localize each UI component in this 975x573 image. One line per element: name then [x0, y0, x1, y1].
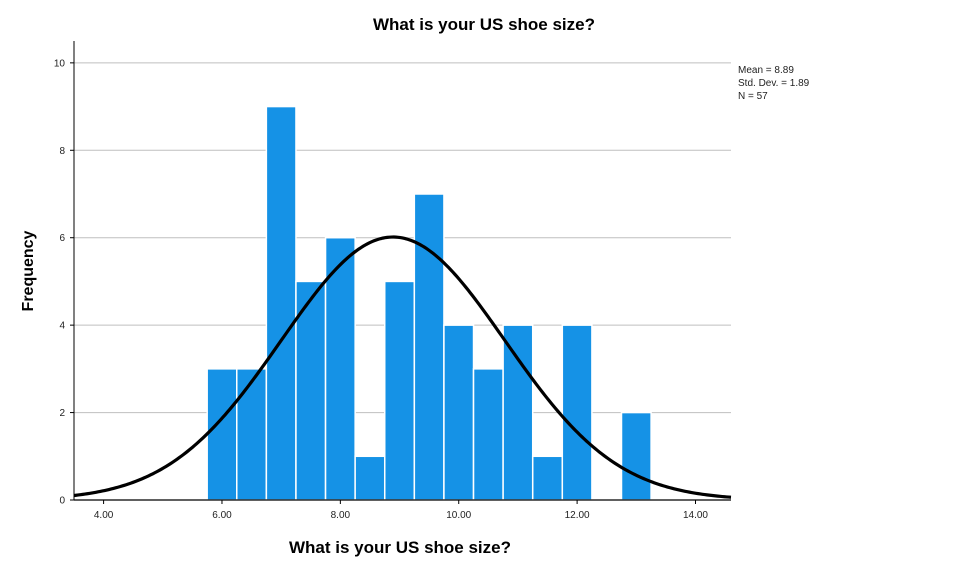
axes [73, 41, 731, 501]
y-tick-labels: 0 2 4 6 8 10 [54, 58, 74, 507]
y-tick-label: 0 [59, 496, 65, 507]
histogram-bar [324, 236, 356, 501]
histogram-bar [561, 324, 593, 501]
x-tick-labels: 4.00 6.00 8.00 10.00 12.00 14.00 [94, 500, 708, 521]
histogram-bar [265, 105, 297, 501]
histogram-bar [354, 455, 386, 501]
y-tick-label: 2 [59, 408, 65, 419]
histogram-bar [206, 368, 238, 501]
bars [206, 105, 652, 501]
y-tick-label: 10 [54, 58, 66, 69]
stats-std-dev: Std. Dev. = 1.89 [738, 78, 810, 89]
y-tick-label: 8 [59, 146, 65, 157]
histogram-bar [502, 324, 534, 501]
normal-curve [73, 235, 732, 499]
histogram-bar [383, 280, 416, 501]
stats-box: Mean = 8.89 Std. Dev. = 1.89 N = 57 [738, 65, 810, 102]
histogram-bar [472, 368, 504, 501]
stats-n: N = 57 [738, 91, 768, 102]
y-tick-label: 4 [59, 321, 65, 332]
x-tick-label: 14.00 [683, 510, 708, 521]
x-tick-label: 4.00 [94, 510, 114, 521]
histogram-bar [620, 411, 652, 501]
x-tick-label: 6.00 [212, 510, 232, 521]
chart-title: What is your US shoe size? [373, 15, 595, 34]
y-tick-label: 6 [59, 233, 65, 244]
x-tick-label: 12.00 [565, 510, 590, 521]
stats-mean: Mean = 8.89 [738, 65, 794, 76]
x-axis-label: What is your US shoe size? [289, 538, 511, 557]
histogram-bar [531, 455, 564, 501]
x-tick-label: 8.00 [331, 510, 351, 521]
x-tick-label: 10.00 [446, 510, 471, 521]
histogram-bar [443, 324, 475, 501]
histogram-bar [413, 193, 445, 501]
histogram-bar [236, 368, 268, 501]
y-axis-label: Frequency [20, 230, 37, 311]
